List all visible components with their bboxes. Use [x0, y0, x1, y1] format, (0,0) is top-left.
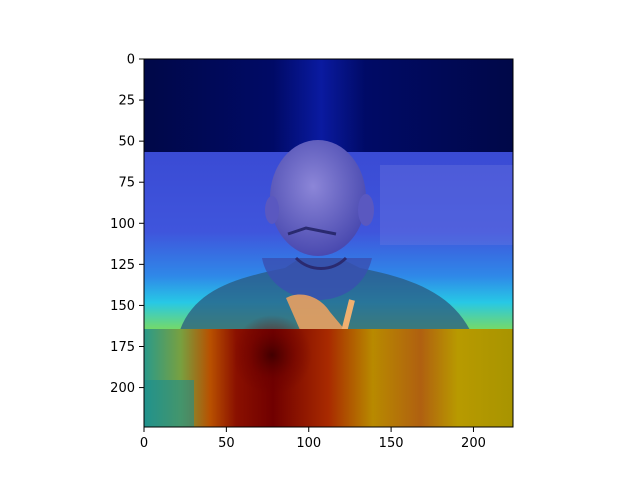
- y-tick-label: 200: [110, 381, 135, 396]
- heatmap-band-top: [144, 59, 513, 153]
- y-tick-label: 75: [118, 176, 135, 191]
- heatmap-hotspot: [232, 315, 312, 395]
- x-tick-label: 150: [379, 436, 404, 451]
- y-tick-label: 100: [110, 217, 135, 232]
- y-tick-label: 50: [118, 135, 135, 150]
- y-axis: 0 25 50 75 100 125 150 175 200: [110, 53, 144, 396]
- person-silhouette: [180, 140, 470, 333]
- x-tick-label: 100: [296, 436, 321, 451]
- heatmap-image: [144, 59, 513, 427]
- x-tick-label: 200: [461, 436, 486, 451]
- y-tick-label: 0: [127, 53, 135, 68]
- heatmap-band-bottom: [144, 329, 513, 427]
- y-tick-label: 25: [118, 94, 135, 109]
- x-tick-label: 0: [140, 436, 148, 451]
- x-tick-label: 50: [218, 436, 235, 451]
- x-axis: 0 50 100 150 200: [140, 427, 486, 451]
- axes-frame: [143, 58, 514, 428]
- y-tick-label: 125: [110, 258, 135, 273]
- y-tick-label: 175: [110, 340, 135, 355]
- y-tick-label: 150: [110, 299, 135, 314]
